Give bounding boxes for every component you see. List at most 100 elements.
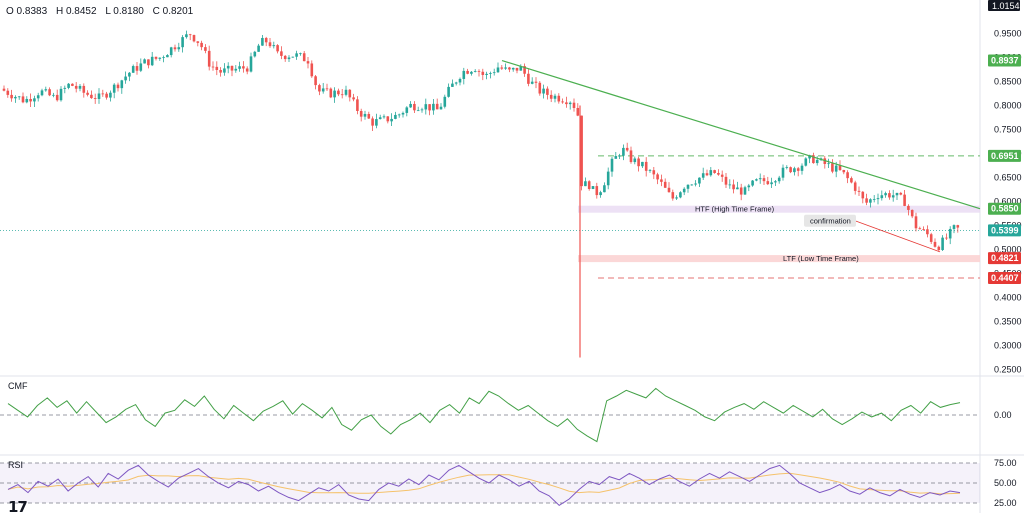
price-tick-label: 0.2500 <box>994 365 1022 375</box>
candle-body <box>36 95 40 99</box>
candle-body <box>359 110 363 117</box>
candle-body <box>861 191 865 199</box>
candle-body <box>834 165 838 172</box>
candle-body <box>116 84 120 89</box>
candle-body <box>652 170 656 175</box>
candle-body <box>10 94 13 99</box>
candle-body <box>413 103 416 111</box>
candle-body <box>371 118 374 126</box>
candle-body <box>922 229 925 230</box>
candle-body <box>724 176 728 185</box>
rsi-ma-line <box>7 472 961 495</box>
candle-body <box>899 192 903 195</box>
candle-body <box>154 56 158 59</box>
candle-body <box>496 67 500 73</box>
candle-body <box>606 171 610 186</box>
candle-body <box>667 187 671 193</box>
candle-body <box>679 192 682 198</box>
candle-body <box>63 87 67 89</box>
candle-body <box>150 56 154 66</box>
candle-body <box>166 55 169 58</box>
candle-body <box>781 167 785 178</box>
candle-body <box>17 96 21 98</box>
candle-body <box>245 68 249 72</box>
candle-body <box>796 168 800 171</box>
candle-body <box>728 184 732 186</box>
candle-body <box>128 72 131 77</box>
ltf-zone-label: LTF (Low Time Frame) <box>783 254 859 263</box>
candle-body <box>591 186 595 189</box>
confirmation-line <box>854 220 941 253</box>
candle-body <box>747 185 751 188</box>
candle-body <box>682 188 686 193</box>
candle-body <box>872 199 876 200</box>
candle-body <box>428 104 431 111</box>
candle-body <box>504 67 507 69</box>
candle-body <box>869 199 872 203</box>
candle-body <box>785 167 789 168</box>
candle-body <box>523 66 526 74</box>
low-value: L 0.8180 <box>105 6 144 17</box>
candle-body <box>477 71 481 72</box>
candle-body <box>337 90 340 95</box>
candle-body <box>90 94 93 99</box>
candle-body <box>831 163 834 172</box>
cmf-pane: 0.00 <box>0 387 1012 443</box>
candle-body <box>185 34 188 38</box>
cmf-line <box>7 387 961 443</box>
candle-body <box>124 76 127 81</box>
rsi-tick-label: 50.00 <box>994 478 1017 488</box>
candle-body <box>432 103 435 111</box>
top-price-badge-label: 1.0154 <box>992 1 1020 11</box>
candle-body <box>694 183 697 185</box>
candle-body <box>44 89 48 91</box>
candle-body <box>101 93 105 95</box>
candle-body <box>29 98 32 102</box>
candle-body <box>850 178 853 183</box>
candle-body <box>264 37 268 43</box>
price-level-badge-label: 0.8937 <box>991 56 1019 66</box>
chart-overlays: confirmation <box>501 59 981 253</box>
candle-body <box>777 177 781 182</box>
candle-body <box>937 246 941 251</box>
candle-body <box>633 158 637 163</box>
candle-body <box>143 59 146 64</box>
candle-body <box>325 88 329 90</box>
candle-body <box>416 110 420 112</box>
candle-body <box>261 37 264 46</box>
descending-trendline <box>501 59 981 210</box>
candle-body <box>538 82 542 94</box>
candle-body <box>409 103 412 108</box>
candle-body <box>25 98 29 103</box>
candle-body <box>576 107 580 116</box>
candle-body <box>736 187 739 190</box>
candle-body <box>758 178 762 180</box>
candle-body <box>295 53 298 57</box>
candle-body <box>147 59 150 66</box>
candle-body <box>356 99 359 111</box>
candle-body <box>367 113 371 119</box>
candle-body <box>557 95 561 102</box>
candle-body <box>891 195 895 198</box>
ohlc-readout: O 0.8383 H 0.8452 L 0.8180 C 0.8201 <box>6 6 199 17</box>
candle-body <box>2 88 6 91</box>
candle-body <box>291 56 295 58</box>
candle-body <box>318 85 321 92</box>
price-tick-label: 0.7500 <box>994 125 1022 135</box>
candle-body <box>272 45 276 47</box>
candle-body <box>671 192 675 199</box>
candle-body <box>394 114 397 119</box>
candle-body <box>565 102 568 105</box>
candle-body <box>420 109 424 111</box>
candle-body <box>933 241 937 247</box>
candle-body <box>907 205 910 210</box>
candle-body <box>33 98 36 102</box>
candle-body <box>705 173 709 176</box>
candle-body <box>660 179 663 182</box>
candle-body <box>223 68 226 73</box>
candle-body <box>169 47 173 56</box>
candle-body <box>276 45 279 52</box>
candle-body <box>192 35 196 42</box>
candle-body <box>188 34 192 36</box>
